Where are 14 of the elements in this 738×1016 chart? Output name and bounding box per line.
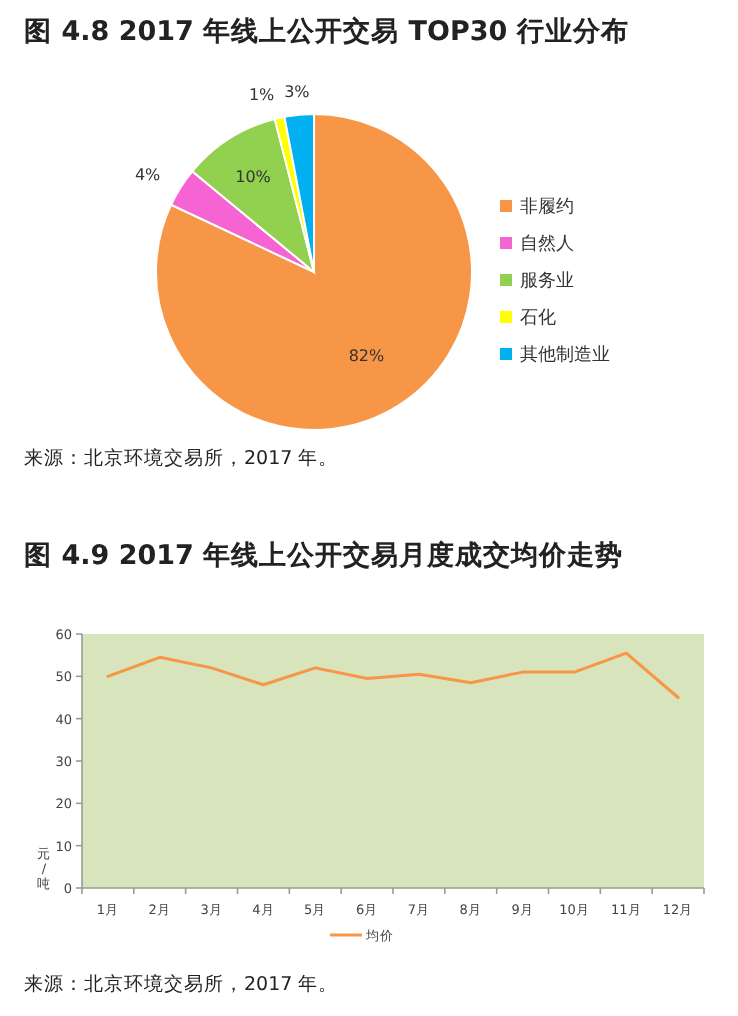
legend-label: 自然人	[520, 233, 574, 255]
data-label: 4%	[134, 166, 162, 185]
legend-label: 非履约	[520, 196, 574, 218]
data-label: 10%	[235, 167, 272, 186]
data-label: 3%	[284, 82, 311, 101]
legend-label: 石化	[520, 307, 556, 329]
source-note: 来源：北京环境交易所，2017 年。	[24, 446, 339, 470]
legend-label: 其他制造业	[520, 344, 610, 366]
chart-title: 图 4.8 2017 年线上公开交易 TOP30 行业分布	[24, 14, 629, 48]
source-note: 来源：北京环境交易所，2017 年。	[24, 972, 339, 996]
chart-title: 图 4.9 2017 年线上公开交易月度成交均价走势	[24, 538, 624, 572]
legend-label: 服务业	[520, 270, 574, 292]
data-label: 82%	[348, 346, 386, 365]
data-label: 1%	[248, 86, 276, 105]
